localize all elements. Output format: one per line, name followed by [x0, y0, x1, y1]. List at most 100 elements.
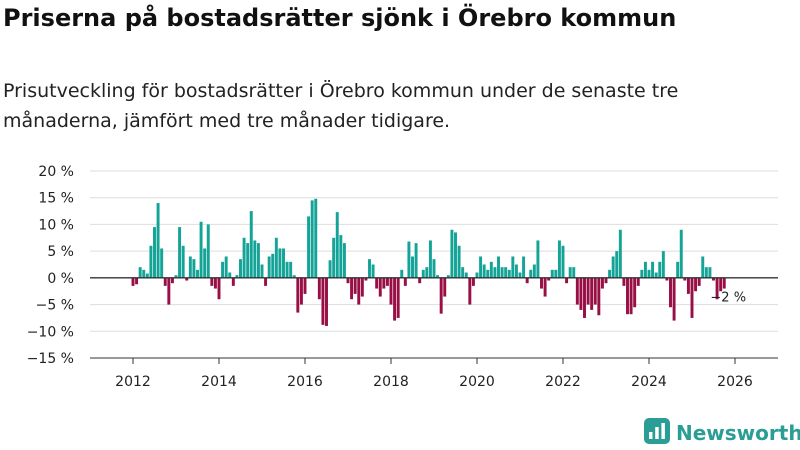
bar: [142, 269, 146, 278]
bar: [464, 272, 468, 278]
bar: [174, 275, 178, 278]
bar: [489, 261, 493, 278]
bar: [149, 245, 153, 278]
bar: [636, 277, 640, 286]
y-tick-label: 20 %: [38, 164, 74, 180]
bar: [507, 269, 511, 278]
bar: [325, 277, 328, 326]
bar: [303, 277, 307, 294]
bar: [418, 277, 422, 284]
brand-name: Newsworthy: [676, 421, 800, 445]
bar: [561, 245, 565, 278]
bar: [715, 277, 719, 300]
bar: [138, 267, 142, 278]
bar: [708, 267, 712, 278]
bar: [314, 198, 318, 278]
newsworthy-logo: Newsworthy: [644, 418, 800, 448]
bar: [586, 277, 590, 305]
bar: [432, 259, 436, 278]
y-tick-label: 0 %: [47, 271, 74, 287]
bar: [651, 261, 655, 278]
bar: [213, 277, 217, 289]
bar: [249, 211, 253, 278]
axes: [90, 277, 778, 364]
bar: [615, 251, 619, 278]
bar: [540, 277, 543, 289]
bar: [572, 267, 576, 278]
bar: [701, 256, 705, 278]
bar: [661, 251, 665, 278]
bar: [568, 267, 572, 278]
bar: [135, 277, 139, 285]
bar: [493, 267, 497, 278]
bar: [622, 277, 626, 286]
bar: [382, 277, 386, 289]
bar: [597, 277, 601, 316]
bar: [289, 261, 293, 278]
bar: [640, 269, 644, 278]
bar: [403, 277, 407, 286]
bar: [256, 243, 260, 278]
bar: [278, 248, 282, 278]
bar: [375, 277, 379, 289]
bar: [203, 248, 207, 278]
bar: [163, 277, 167, 286]
bar: [647, 269, 651, 278]
bar: [679, 229, 683, 278]
bar: [504, 267, 508, 278]
bar: [518, 272, 522, 278]
bar: [199, 221, 203, 278]
bar: [346, 277, 350, 284]
bar: [170, 277, 174, 284]
bar: [282, 248, 285, 278]
bar: [665, 277, 669, 281]
last-value-annotation: −2 %: [710, 291, 746, 306]
bar: [694, 277, 698, 292]
bar: [368, 259, 371, 278]
bar: [296, 277, 300, 313]
bar: [332, 237, 336, 278]
y-tick-label: 5 %: [47, 244, 74, 260]
bar: [633, 277, 637, 308]
bar: [160, 248, 164, 278]
bar: [328, 260, 332, 278]
bar: [514, 264, 518, 278]
bar: [188, 256, 192, 278]
bar: [192, 259, 196, 278]
bar: [428, 240, 432, 278]
bar: [242, 237, 246, 278]
bar: [196, 269, 199, 278]
bar: [669, 277, 672, 308]
x-tick-label: 2024: [631, 374, 667, 390]
bar: [554, 269, 558, 278]
bar: [414, 243, 418, 278]
bar: [396, 277, 400, 318]
bar: [400, 269, 404, 278]
bar: [697, 277, 701, 286]
bar: [525, 277, 529, 284]
bar: [389, 277, 393, 305]
bar: [543, 277, 547, 297]
bar: [604, 277, 608, 284]
x-tick-label: 2022: [545, 374, 581, 390]
bar: [271, 253, 275, 278]
bar: [457, 245, 461, 278]
bar: [547, 277, 551, 281]
bar: [482, 264, 486, 278]
bar: [654, 272, 658, 278]
bar: [479, 256, 483, 278]
bar: [643, 261, 647, 278]
bar: [436, 275, 440, 278]
bar: [532, 264, 536, 278]
bar: [704, 267, 708, 278]
bar: [446, 275, 450, 278]
chart-title: Priserna på bostadsrätter sjönk i Örebro…: [3, 4, 677, 32]
bar: [253, 240, 257, 278]
bar: [153, 227, 156, 278]
bar: [206, 224, 210, 278]
bar: [443, 277, 447, 297]
bar: [364, 277, 368, 281]
bar: [583, 277, 586, 318]
bar: [529, 269, 533, 278]
x-tick-label: 2014: [201, 374, 237, 390]
